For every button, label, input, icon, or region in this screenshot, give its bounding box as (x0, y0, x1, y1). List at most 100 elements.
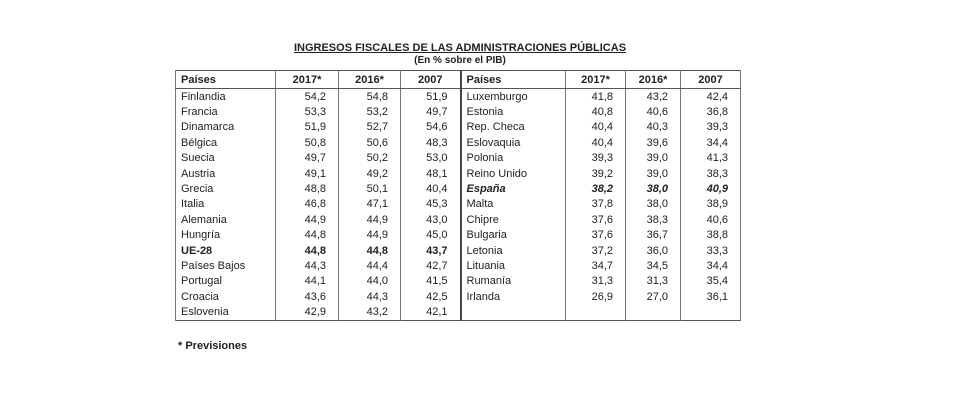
table-cell: 42,9 (275, 304, 339, 321)
table-cell: 37,6 (565, 212, 626, 228)
table-cell: 44,3 (275, 258, 339, 274)
table-cell: 31,3 (565, 273, 626, 290)
table-cell: 49,7 (400, 104, 461, 120)
table-cell: Austria (175, 165, 276, 182)
table-cell: 37,2 (565, 242, 626, 259)
table-cell: 36,7 (625, 227, 681, 243)
table-row: Alemania 44,9 44,9 43,0 Chipre 37,6 38,3 40,6 (175, 212, 741, 228)
table-cell: 48,3 (400, 135, 461, 151)
table-cell: 40,4 (565, 135, 626, 151)
table-cell: Francia (175, 104, 276, 120)
table-cell: 40,4 (565, 119, 626, 136)
table-cell: 38,8 (680, 227, 741, 243)
table-cell: Alemania (175, 212, 276, 228)
table-row: Croacia 43,6 44,3 42,5 Irlanda 26,9 27,0 36,1 (175, 289, 741, 305)
header-cell: Países (459, 70, 566, 89)
table-cell: 45,0 (400, 227, 461, 243)
table-cell: 48,8 (275, 181, 339, 197)
table-cell: 39,3 (565, 150, 626, 166)
table-row: Finlandia 54,2 54,8 51,9 Luxemburgo 41,8 43,2 4… (175, 88, 741, 105)
table-cell: 31,3 (625, 273, 681, 290)
table-cell: 41,3 (680, 150, 741, 166)
table-cell: Lituania (459, 258, 566, 274)
table-cell: 49,2 (338, 165, 401, 182)
table-cell: 37,8 (565, 196, 626, 213)
empty-cell (680, 304, 741, 321)
table-cell: 49,1 (275, 165, 339, 182)
table-cell: Hungría (175, 227, 276, 243)
table-cell: 33,3 (680, 242, 741, 259)
table-cell: 38,2 (565, 181, 626, 197)
table-cell: 51,9 (400, 88, 461, 105)
table-cell: 40,6 (680, 212, 741, 228)
table-cell: 44,0 (338, 273, 401, 290)
table-cell: 49,7 (275, 150, 339, 166)
table-cell: 44,9 (338, 212, 401, 228)
table-cell: 50,8 (275, 135, 339, 151)
table-cell: 47,1 (338, 196, 401, 213)
table-cell: Chipre (459, 212, 566, 228)
table-cell: Grecia (175, 181, 276, 197)
table-cell: Bélgica (175, 135, 276, 151)
table-cell: 42,1 (400, 304, 461, 321)
table-row: Suecia 49,7 50,2 53,0 Polonia 39,3 39,0 41,3 (175, 150, 741, 166)
table-cell: 51,9 (275, 119, 339, 136)
header-cell: 2017* (565, 70, 626, 89)
table-cell: 43,0 (400, 212, 461, 228)
table-cell: Portugal (175, 273, 276, 290)
table-row: Francia 53,3 53,2 49,7 Estonia 40,8 40,6 36,8 (175, 104, 741, 120)
table-cell: 35,4 (680, 273, 741, 290)
table-cell: 40,4 (400, 181, 461, 197)
table-cell: 53,0 (400, 150, 461, 166)
table-cell: 54,8 (338, 88, 401, 105)
table-cell: Reino Unido (459, 165, 566, 182)
table-cell: Croacia (175, 289, 276, 305)
table-cell: 39,3 (680, 119, 741, 136)
table-cell: 34,7 (565, 258, 626, 274)
header-cell: 2007 (400, 70, 461, 89)
table-cell: Polonia (459, 150, 566, 166)
table-row: Bélgica 50,8 50,6 48,3 Eslovaquia 40,4 39,6 34,… (175, 135, 741, 151)
table-cell: 42,4 (680, 88, 741, 105)
table-row: Dinamarca 51,9 52,7 54,6 Rep. Checa 40,4 40,3 3… (175, 119, 741, 136)
table-cell: 45,3 (400, 196, 461, 213)
subtitle: (En % sobre el PIB) (414, 55, 506, 66)
table-cell: 27,0 (625, 289, 681, 305)
table-cell: 38,0 (625, 181, 681, 197)
table-cell: 40,8 (565, 104, 626, 120)
table-cell: 53,3 (275, 104, 339, 120)
header-cell: Países (175, 70, 276, 89)
table-cell: 40,6 (625, 104, 681, 120)
table-cell: 44,8 (275, 242, 339, 259)
table-cell: 34,5 (625, 258, 681, 274)
table-cell: 44,8 (338, 242, 401, 259)
table-cell: 43,6 (275, 289, 339, 305)
table-cell: 44,9 (275, 212, 339, 228)
table-cell: 38,3 (680, 165, 741, 182)
data-table: Países 2017* 2016* 2007 Países 2017* 2016* 2007… (175, 70, 741, 321)
table-cell: Estonia (459, 104, 566, 120)
table-cell: 36,8 (680, 104, 741, 120)
table-cell: 50,1 (338, 181, 401, 197)
table-cell: 34,4 (680, 135, 741, 151)
table-cell: 39,6 (625, 135, 681, 151)
table-cell: 43,7 (400, 242, 461, 259)
table-cell: 44,1 (275, 273, 339, 290)
table-cell: 44,3 (338, 289, 401, 305)
table-cell: 44,9 (338, 227, 401, 243)
table-row: Grecia 48,8 50,1 40,4 España 38,2 38,0 40,9 (175, 181, 741, 197)
table-cell: 38,9 (680, 196, 741, 213)
table-cell: 40,3 (625, 119, 681, 136)
table-cell: Italia (175, 196, 276, 213)
table-cell: Rep. Checa (459, 119, 566, 136)
table-cell: Países Bajos (175, 258, 276, 274)
table-cell: 42,7 (400, 258, 461, 274)
table-cell: Dinamarca (175, 119, 276, 136)
table-cell: Rumanía (459, 273, 566, 290)
table-cell: 53,2 (338, 104, 401, 120)
table-cell: Malta (459, 196, 566, 213)
table-row: Hungría 44,8 44,9 45,0 Bulgaria 37,6 36,7 38,8 (175, 227, 741, 243)
table-cell: Suecia (175, 150, 276, 166)
table-cell: UE-28 (175, 242, 276, 259)
